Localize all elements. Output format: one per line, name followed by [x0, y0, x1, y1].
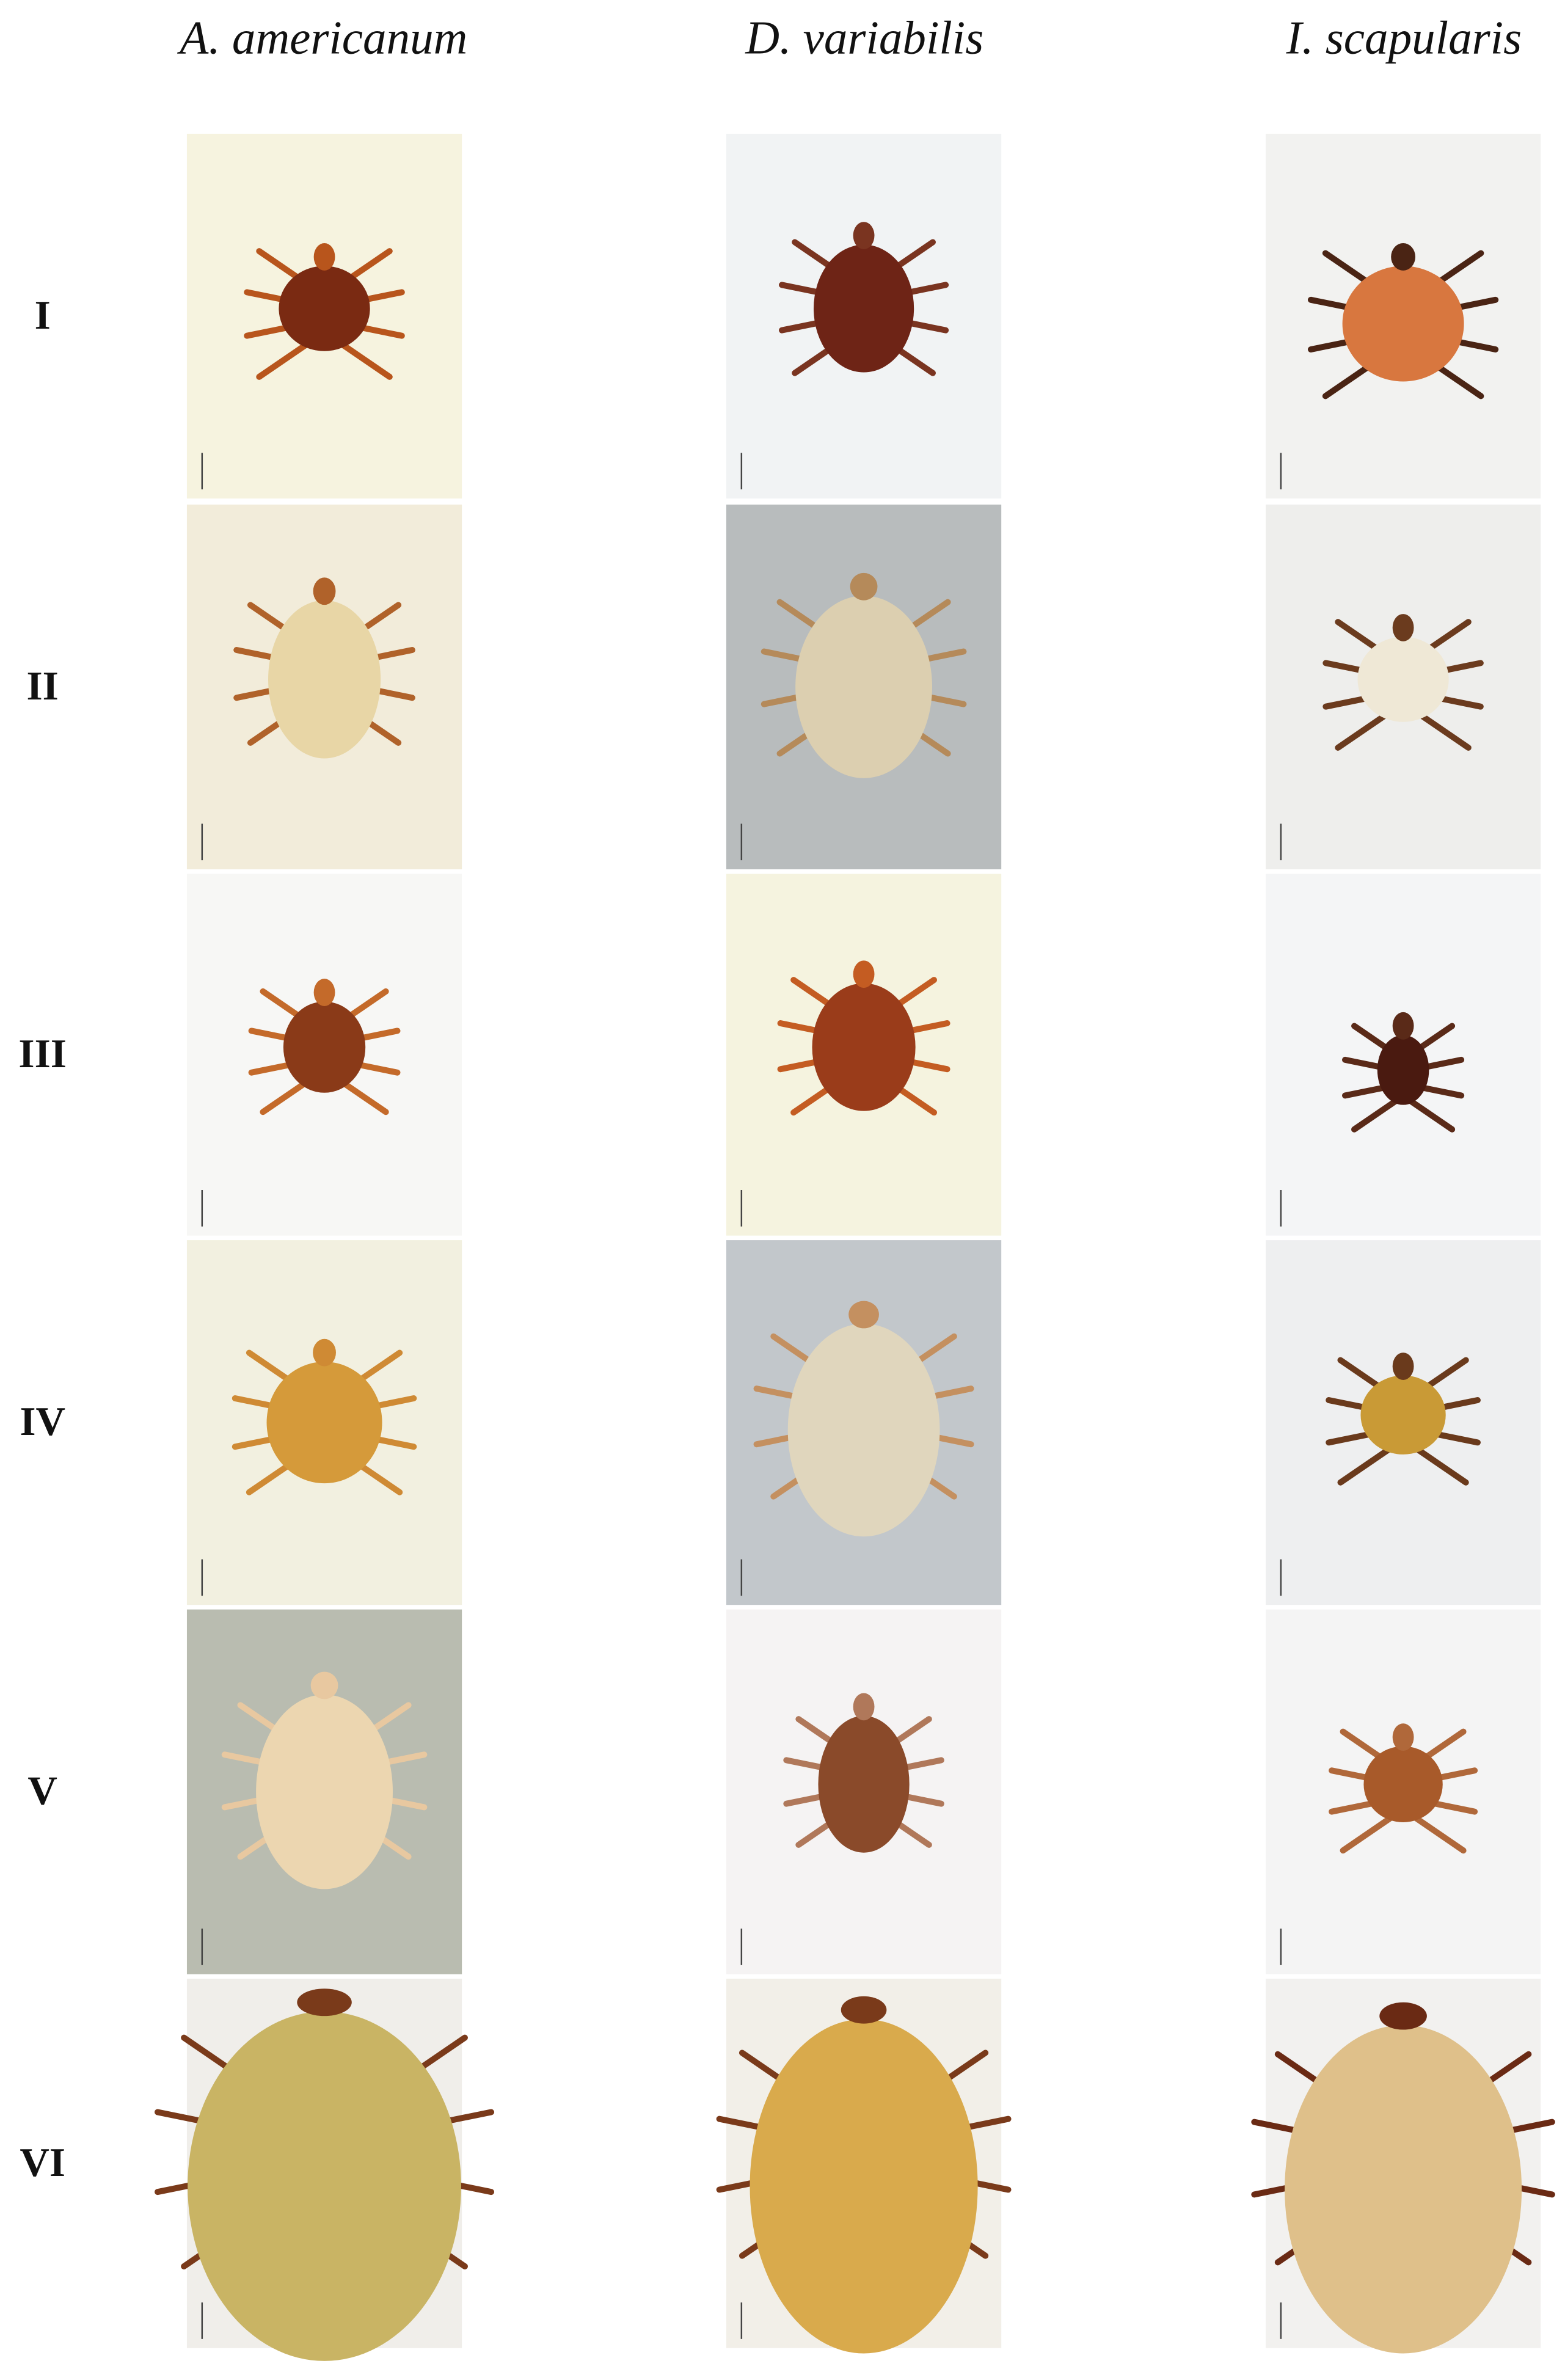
tick-body	[1360, 1375, 1446, 1455]
tick-head	[313, 1338, 336, 1367]
row-label: IV	[20, 1398, 65, 1444]
tick-head	[1392, 1352, 1414, 1380]
specimen-photo	[1265, 874, 1541, 1236]
tick-head	[853, 960, 875, 988]
tick-body	[818, 1715, 910, 1853]
tick-body	[795, 596, 933, 778]
specimen-photo	[186, 1240, 462, 1605]
tick-head	[1379, 2002, 1427, 2030]
tick-head	[853, 222, 875, 250]
tick-head	[850, 572, 878, 600]
specimen-photo	[186, 874, 462, 1236]
row-label: III	[18, 1031, 66, 1076]
column-header: D. variabilis	[745, 11, 983, 64]
tick-body	[1363, 1746, 1443, 1822]
row-label: I	[35, 292, 51, 338]
row-label: V	[27, 1768, 57, 1814]
tick-head	[1392, 1723, 1414, 1751]
tick-body	[283, 1001, 366, 1093]
specimen-photo	[1251, 1979, 1555, 2354]
tick-body	[266, 1362, 382, 1484]
tick-body	[1342, 266, 1464, 382]
column-header: I. scapularis	[1286, 11, 1522, 64]
tick-head	[1392, 614, 1414, 641]
specimen-photo	[1265, 1609, 1541, 1974]
row-label: II	[27, 663, 59, 709]
tick-head	[313, 979, 335, 1006]
tick-body	[268, 600, 381, 759]
specimen-photo	[186, 1609, 462, 1974]
column-header: A. americanum	[177, 11, 467, 64]
tick-head	[853, 1693, 875, 1721]
tick-body	[813, 244, 914, 373]
tick-head	[1391, 243, 1415, 271]
tick-body	[812, 983, 916, 1111]
specimen-photo	[186, 504, 462, 870]
specimen-photo	[726, 1240, 1002, 1605]
specimen-photo	[1265, 1240, 1541, 1605]
tick-head	[848, 1301, 879, 1329]
tick-body	[279, 266, 370, 351]
specimen-photo	[1265, 133, 1541, 499]
tick-body	[1357, 637, 1449, 722]
specimen-photo	[726, 504, 1002, 870]
tick-body	[1377, 1035, 1429, 1105]
specimen-photo	[186, 133, 462, 499]
tick-head	[313, 577, 336, 605]
tick-head	[313, 243, 335, 271]
tick-body	[750, 2019, 978, 2354]
tick-body	[188, 2011, 461, 2361]
specimen-photo	[155, 1979, 495, 2361]
tick-head	[1392, 1012, 1414, 1040]
tick-head	[841, 1996, 887, 2024]
specimen-photo	[726, 1609, 1002, 1974]
tick-body	[256, 1694, 393, 1889]
tick-head	[310, 1671, 338, 1699]
tick-body	[787, 1323, 940, 1537]
specimen-photo	[726, 133, 1002, 499]
specimen-photo	[716, 1979, 1012, 2354]
tick-body	[1285, 2025, 1522, 2354]
row-label: VI	[20, 2139, 65, 2185]
specimen-photo	[726, 874, 1002, 1236]
tick-head	[297, 1988, 352, 2017]
specimen-photo	[1265, 504, 1541, 870]
